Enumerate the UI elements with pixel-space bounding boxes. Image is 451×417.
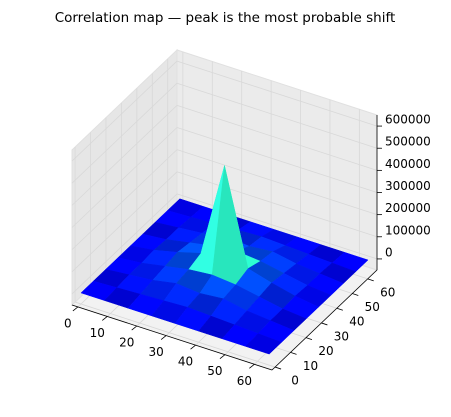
y-tick [290, 351, 297, 355]
grid-line [176, 60, 378, 127]
chart-title: Correlation map — peak is the most proba… [55, 10, 396, 26]
axis-line [71, 304, 273, 371]
x-tick [102, 316, 108, 321]
y-tick-label: 60 [380, 285, 395, 299]
x-tick [131, 325, 137, 331]
x-tick [160, 335, 167, 340]
y-tick [352, 293, 359, 296]
x-tick-label: 20 [119, 336, 134, 350]
y-tick-label: 40 [349, 315, 364, 329]
z-tick-label: 600000 [385, 113, 431, 127]
z-tick-label: 300000 [385, 179, 431, 193]
x-tick-label: 50 [207, 364, 222, 378]
grid-line [176, 193, 378, 260]
y-tick [367, 278, 374, 282]
grid-line [71, 105, 178, 206]
y-tick-label: 20 [318, 344, 333, 358]
y-tick-label: 10 [303, 359, 318, 373]
x-tick [72, 306, 79, 312]
x-tick [219, 354, 226, 360]
grid-line [176, 171, 378, 238]
y-tick-label: 0 [291, 374, 299, 388]
grid-line [71, 193, 178, 295]
x-tick-label: 40 [178, 355, 193, 369]
x-tick-label: 60 [237, 374, 252, 388]
grid-line [71, 171, 178, 273]
y-tick [336, 307, 343, 311]
z-tick-label: 500000 [385, 135, 431, 149]
z-tick-label: 400000 [385, 157, 431, 171]
y-tick-label: 50 [365, 300, 380, 314]
z-tick-label: 100000 [385, 223, 431, 237]
x-tick-label: 30 [148, 345, 163, 359]
z-tick-label: 0 [385, 245, 393, 259]
grid-line [71, 149, 178, 250]
grid-line [71, 127, 178, 228]
surface-patch [245, 333, 283, 355]
y-tick-label: 30 [334, 329, 349, 343]
y-tick [321, 322, 328, 326]
grid-line [74, 301, 276, 368]
grid-line [71, 60, 178, 162]
y-tick [305, 337, 313, 341]
y-tick [274, 366, 282, 370]
grid-line [176, 104, 378, 171]
grid-line [176, 82, 378, 149]
axis-line [271, 269, 378, 371]
z-tick-label: 200000 [385, 201, 431, 215]
grid-line [71, 82, 178, 184]
x-tick-label: 10 [90, 326, 105, 340]
grid-line [176, 149, 378, 216]
grid-line [176, 127, 378, 193]
x-tick [190, 344, 196, 350]
x-tick-label: 0 [64, 316, 72, 330]
x-tick [249, 363, 255, 369]
